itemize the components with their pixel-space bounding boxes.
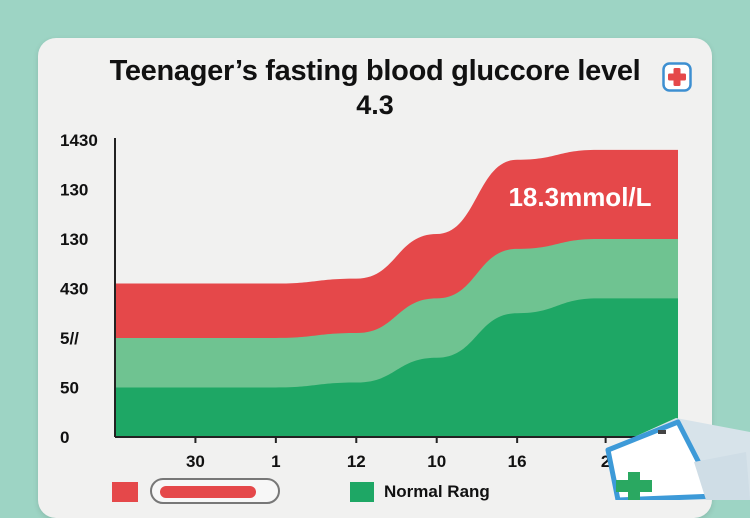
y-tick-label: 1430 [60, 131, 98, 150]
legend-swatch-red [112, 482, 138, 502]
x-tick-label: 12 [347, 452, 366, 471]
y-tick-label: 430 [60, 280, 88, 299]
medical-cross-icon [662, 62, 692, 92]
y-tick-label: 50 [60, 379, 79, 398]
x-tick-label: 30 [186, 452, 205, 471]
legend-swatch-green [350, 482, 374, 502]
chart-title: Teenager’s fasting blood gluccore level [109, 55, 641, 87]
legend-swatch-pill [150, 478, 280, 504]
x-tick-label: 10 [427, 452, 446, 471]
area-series-0 [115, 298, 678, 437]
chart-subtitle: 4.3 [356, 90, 394, 120]
legend-label-normal-range: Normal Rang [384, 482, 490, 501]
y-tick-label: 5// [60, 329, 79, 348]
x-tick-label: 16 [508, 452, 527, 471]
x-tick-label: 1 [271, 452, 280, 471]
chart-areas [115, 149, 678, 437]
y-axis-ticks: 1430 130 130 430 5// 50 0 [60, 131, 98, 447]
value-annotation: 18.3mmol/L [508, 182, 651, 212]
y-tick-label: 0 [60, 428, 69, 447]
y-tick-label: 130 [60, 181, 88, 200]
area-chart: 1430 130 130 430 5// 50 0 30 1 12 10 16 2 18.3mmol/… [60, 131, 680, 471]
first-aid-kit-icon [605, 418, 750, 500]
x-axis-ticks: 30 1 12 10 16 2 [186, 437, 610, 471]
y-tick-label: 130 [60, 230, 88, 249]
x-tick-label: 2 [601, 452, 610, 471]
